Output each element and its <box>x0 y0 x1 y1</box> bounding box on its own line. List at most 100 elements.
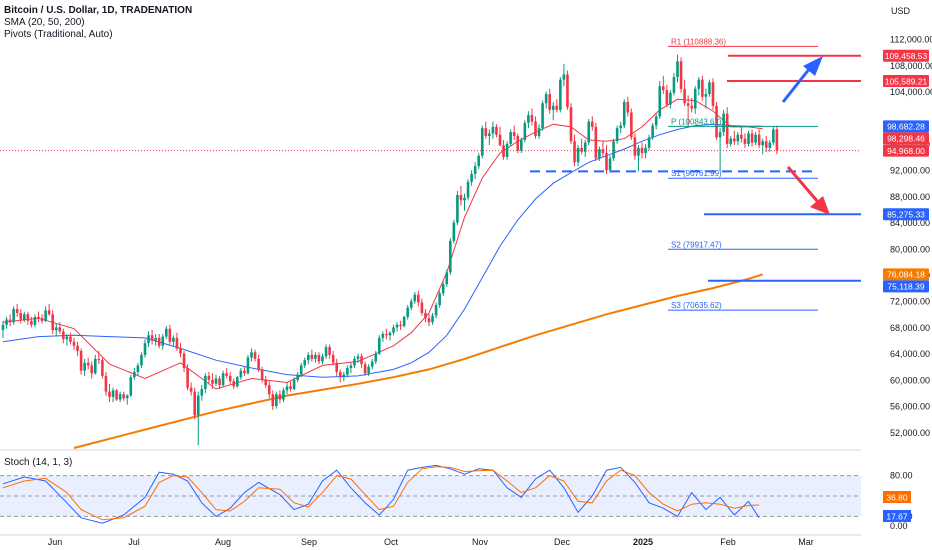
candle-body <box>520 139 523 151</box>
candle-body <box>395 324 399 328</box>
candle-body <box>264 379 267 386</box>
candle-body <box>427 318 431 323</box>
pivot-label: S1 (90761.99) <box>671 169 722 178</box>
x-tick-label: Jul <box>128 537 140 547</box>
x-tick-label: Sep <box>301 537 317 547</box>
candle-body <box>622 101 626 126</box>
price-axis: 112,000.00108,000.00104,000.0096,000.009… <box>861 0 932 550</box>
candle-body <box>697 79 701 89</box>
candle-body <box>736 134 740 142</box>
candle-body <box>772 129 775 143</box>
candle-body <box>62 331 65 340</box>
candle-body <box>452 222 456 241</box>
candle-body <box>15 309 19 313</box>
candle-body <box>541 103 544 129</box>
candle-body <box>285 386 289 391</box>
y-tick-label: 68,000.00 <box>890 323 930 333</box>
stoch-value-tag <box>883 509 911 522</box>
candle-body <box>750 133 754 143</box>
candle-body <box>555 105 559 110</box>
candle-body <box>367 366 370 374</box>
stoch-tick-label: 0.00 <box>890 521 908 531</box>
candle-body <box>26 314 30 321</box>
candle-body <box>669 92 672 105</box>
stoch-value-label: 17.67 <box>886 511 908 521</box>
pivots-legend: Pivots (Traditional, Auto) <box>4 29 113 40</box>
candle-body <box>122 394 125 399</box>
candle-body <box>207 375 211 380</box>
candle-body <box>374 353 378 362</box>
candle-body <box>161 336 165 346</box>
sma-legend: SMA (20, 50, 200) <box>4 17 85 28</box>
candle-body <box>704 94 708 97</box>
candle-body <box>125 395 129 399</box>
candle-body <box>331 354 335 363</box>
bullish-arrow <box>781 67 812 103</box>
candle-body <box>456 195 459 223</box>
x-tick-label: Dec <box>554 537 571 547</box>
price-tag-label: 94,968.00 <box>887 146 925 156</box>
candle-body <box>349 365 353 369</box>
candle-body <box>473 166 477 175</box>
candle-body <box>346 368 349 375</box>
candle-body <box>83 362 86 371</box>
candle-body <box>480 128 484 156</box>
candle-body <box>1 324 5 331</box>
candle-body <box>424 312 427 319</box>
candle-body <box>729 138 733 144</box>
candle-body <box>598 149 601 159</box>
grid-layer <box>0 150 861 536</box>
candle-body <box>580 147 583 152</box>
candle-body <box>246 357 250 374</box>
candle-body <box>129 377 133 396</box>
candle-body <box>317 354 321 362</box>
candle-body <box>72 341 76 346</box>
stoch-k-line <box>2 464 760 524</box>
y-tick-label: 112,000.00 <box>890 35 932 45</box>
candle-body <box>559 79 562 110</box>
candle-body <box>498 134 502 146</box>
candle-body <box>619 125 622 129</box>
y-tick-label: 56,000.00 <box>890 402 930 412</box>
candle-body <box>523 122 527 140</box>
candle-body <box>566 74 569 108</box>
candle-body <box>253 352 257 359</box>
candle-body <box>250 352 253 358</box>
candle-body <box>502 145 505 158</box>
y-tick-label: 84,000.00 <box>890 218 930 228</box>
candle-body <box>221 373 225 386</box>
candle-body <box>292 379 296 390</box>
candle-body <box>743 138 747 144</box>
candle-body <box>612 141 615 159</box>
candle-body <box>101 360 104 376</box>
candle-body <box>441 284 445 294</box>
candle-body <box>37 316 40 319</box>
y-tick-label: 64,000.00 <box>890 349 930 359</box>
y-tick-label: 104,000.00 <box>890 87 932 97</box>
candle-body <box>94 358 97 374</box>
candle-body <box>633 137 637 156</box>
candle-body <box>491 126 495 134</box>
price-tag <box>883 132 929 145</box>
candle-body <box>342 374 346 378</box>
candle-body <box>445 272 449 285</box>
y-tick-label: 80,000.00 <box>890 244 930 254</box>
candle-body <box>583 142 587 152</box>
candle-body <box>200 389 204 396</box>
candle-body <box>186 368 189 388</box>
candle-body <box>548 94 551 110</box>
candle-body <box>775 129 779 151</box>
candle-body <box>449 240 452 273</box>
candle-body <box>243 370 246 374</box>
candle-body <box>328 347 331 355</box>
chart-legend: Bitcoin / U.S. Dollar, 1D, TRADENATION S… <box>4 5 192 41</box>
candle-body <box>509 132 512 144</box>
candle-body <box>307 354 310 361</box>
x-tick-label: Nov <box>472 537 489 547</box>
price-tag <box>883 268 929 281</box>
currency-label: USD <box>891 6 911 16</box>
candle-body <box>459 195 463 201</box>
candle-body <box>601 149 605 154</box>
candle-body <box>733 138 736 142</box>
